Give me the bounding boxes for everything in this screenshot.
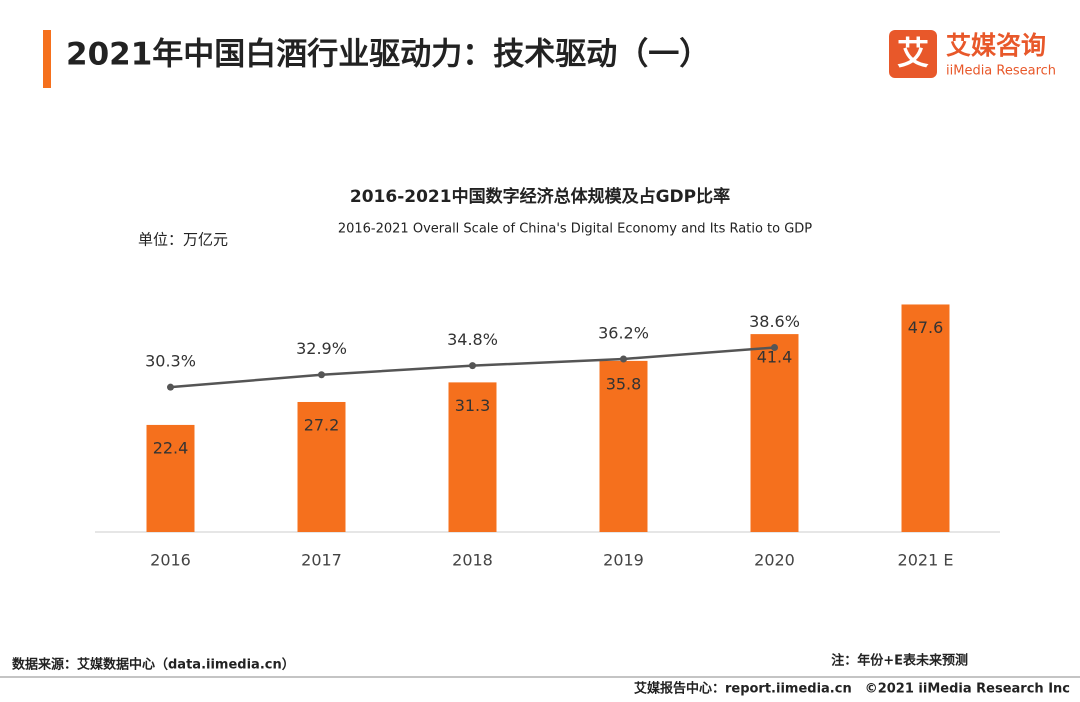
chart-title: 2016-2021中国数字经济总体规模及占GDP比率 — [350, 186, 730, 207]
line-label: 38.6% — [749, 312, 800, 331]
x-tick-label: 2018 — [452, 551, 493, 570]
x-tick-label: 2019 — [603, 551, 644, 570]
credit: 艾媒报告中心：report.iimedia.cn ©2021 iiMedia R… — [634, 681, 1070, 697]
line-label: 34.8% — [447, 330, 498, 349]
logo-cn: 艾媒咨询 — [946, 31, 1046, 60]
source: 数据来源：艾媒数据中心（data.iimedia.cn） — [12, 657, 295, 673]
logo-box — [889, 30, 937, 78]
bar-label: 35.8 — [606, 374, 642, 393]
logo-en: iiMedia Research — [946, 64, 1056, 79]
bar-label: 27.2 — [304, 415, 340, 434]
x-tick-label: 2017 — [301, 551, 342, 570]
line-point — [620, 355, 627, 363]
bar — [901, 304, 950, 532]
bar-label: 41.4 — [757, 348, 793, 367]
note: 注：年份+E表未来预测 — [831, 653, 968, 669]
line-label: 32.9% — [296, 339, 347, 358]
x-tick-label: 2020 — [754, 551, 795, 570]
bar-label: 22.4 — [153, 438, 189, 457]
unit-label: 单位：万亿元 — [138, 231, 228, 249]
x-tick-label: 2021 E — [898, 551, 954, 570]
line-point — [318, 371, 325, 379]
x-tick-label: 2016 — [150, 551, 191, 570]
bar — [599, 360, 648, 532]
line-point — [469, 362, 476, 370]
bar — [297, 401, 346, 532]
page-title: 2021年中国白酒行业驱动力：技术驱动（一） — [66, 37, 710, 73]
bar — [448, 382, 497, 532]
chart-subtitle: 2016-2021 Overall Scale of China's Digit… — [338, 222, 812, 237]
title-accent — [43, 30, 51, 88]
bar — [146, 424, 195, 532]
line-point — [167, 383, 174, 391]
line-label: 36.2% — [598, 323, 649, 342]
bar-label: 47.6 — [908, 318, 944, 337]
line-point — [771, 343, 778, 351]
logo-icon: 艾 — [897, 34, 929, 72]
bar-label: 31.3 — [455, 396, 491, 415]
bar — [750, 334, 799, 532]
line-label: 30.3% — [145, 352, 196, 371]
